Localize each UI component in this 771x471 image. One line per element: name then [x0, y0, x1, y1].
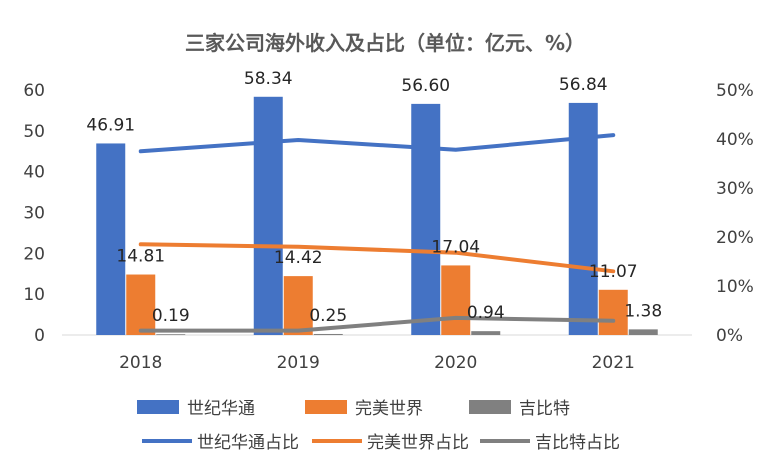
y-left-tick-label: 0	[34, 326, 45, 346]
y-right-tick-label: 50%	[716, 81, 754, 101]
bar	[156, 334, 186, 335]
legend-label: 完美世界占比	[367, 433, 469, 453]
data-labels: 46.91 58.34 56.60 56.84 14.81 14.42 17.04 11.07…	[86, 69, 662, 326]
y-left-tick-label: 30	[23, 204, 45, 224]
x-tick-label: 2019	[277, 353, 320, 373]
x-tick-label: 2021	[592, 353, 635, 373]
bar	[628, 329, 658, 335]
lines	[138, 133, 616, 333]
y-right-tick-label: 40%	[716, 130, 754, 150]
bar-data-label: 0.94	[467, 303, 505, 323]
bar	[253, 96, 283, 335]
bar-data-label: 14.42	[274, 248, 323, 268]
y-left-tick-label: 40	[23, 163, 45, 183]
bar-data-label: 46.91	[86, 115, 135, 135]
bar-data-label: 0.19	[152, 306, 190, 326]
bar	[568, 102, 598, 335]
axes: 0 10 20 30 40 50 60 0% 10% 20% 30% 40% 50% 2018 2019 20…	[23, 81, 753, 373]
bar	[411, 103, 441, 335]
bar	[283, 276, 313, 335]
series-line	[138, 242, 616, 274]
bar-data-label: 17.04	[431, 237, 480, 257]
bar-data-label: 58.34	[244, 69, 293, 89]
series-line	[138, 315, 616, 333]
legend-bar-swatch	[137, 400, 179, 414]
bar-data-label: 56.60	[401, 76, 450, 96]
y-left-tick-label: 10	[23, 285, 45, 305]
bar	[471, 331, 501, 335]
legend-bar-swatch	[469, 400, 511, 414]
chart-title: 三家公司海外收入及占比（单位：亿元、%）	[185, 31, 585, 55]
series-line	[138, 133, 616, 154]
y-right-tick-label: 30%	[716, 179, 754, 199]
y-right-tick-label: 10%	[716, 277, 754, 297]
bar	[598, 289, 628, 335]
legend-label: 吉比特占比	[535, 433, 620, 453]
bar-data-label: 1.38	[624, 301, 662, 321]
x-tick-label: 2018	[119, 353, 162, 373]
legend-label: 世纪华通	[187, 399, 255, 419]
y-left-tick-label: 50	[23, 122, 45, 142]
bar	[96, 143, 126, 335]
bar	[441, 265, 471, 335]
y-right-tick-label: 20%	[716, 228, 754, 248]
bar-data-label: 11.07	[589, 262, 638, 282]
bars	[96, 96, 658, 335]
legend-bar-swatch	[305, 400, 347, 414]
bar	[126, 274, 156, 335]
x-tick-label: 2020	[434, 353, 477, 373]
y-left-tick-label: 60	[23, 81, 45, 101]
legend-label: 完美世界	[355, 399, 423, 419]
legend-label: 吉比特	[519, 399, 570, 419]
bar-data-label: 14.81	[116, 247, 165, 267]
y-right-tick-label: 0%	[716, 326, 743, 346]
bar-data-label: 56.84	[559, 75, 608, 95]
legend-label: 世纪华通占比	[197, 433, 299, 453]
y-left-tick-label: 20	[23, 244, 45, 264]
bar-data-label: 0.25	[309, 306, 347, 326]
bar	[313, 333, 343, 335]
